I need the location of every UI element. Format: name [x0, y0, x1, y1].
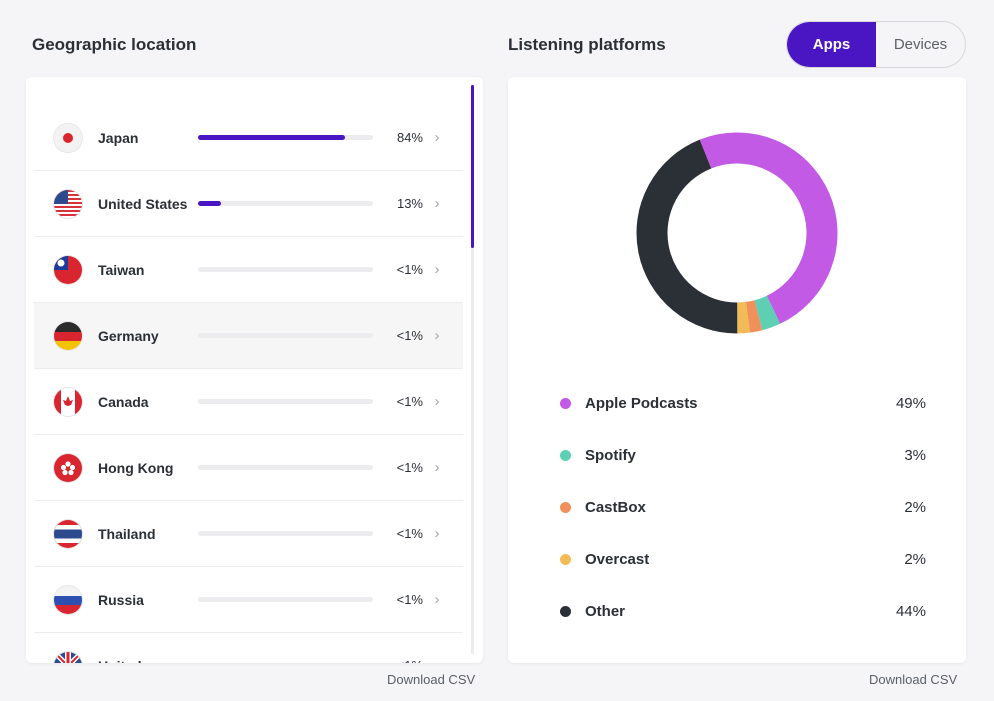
apps-tab[interactable]: Apps	[787, 22, 876, 67]
country-share-bar	[198, 531, 373, 536]
legend-item: Other 44%	[560, 585, 926, 637]
geo-download-csv-link[interactable]: Download CSV	[387, 672, 476, 687]
us-flag-icon	[54, 189, 82, 218]
country-share-bar	[198, 465, 373, 470]
country-row-thailand[interactable]: Thailand <1% ›	[34, 501, 463, 567]
apps-devices-toggle: Apps Devices	[786, 21, 966, 68]
country-percent: 84%	[396, 130, 423, 145]
russia-flag-icon	[54, 585, 82, 614]
platforms-download-csv-link[interactable]: Download CSV	[869, 672, 958, 687]
country-percent: <1%	[396, 262, 423, 277]
legend-value: 2%	[904, 550, 926, 568]
legend-item: Apple Podcasts 49%	[560, 377, 926, 429]
country-percent: <1%	[396, 394, 423, 409]
taiwan-flag-icon	[54, 255, 82, 284]
donut-slice-castbox[interactable]	[745, 300, 763, 333]
donut-slice-other[interactable]	[636, 139, 738, 334]
country-list: Japan 84% › United States 13% › Taiwan <1% › Germ…	[34, 105, 463, 663]
legend-label: Apple Podcasts	[585, 394, 698, 412]
country-share-bar	[198, 399, 373, 404]
country-name: Thailand	[98, 525, 156, 542]
country-share-bar-fill	[198, 135, 345, 140]
country-share-bar	[198, 267, 373, 272]
scrollbar-thumb[interactable]	[471, 85, 474, 248]
country-share-bar	[198, 597, 373, 602]
legend-label: CastBox	[585, 498, 646, 516]
scrollbar-track[interactable]	[471, 84, 474, 654]
legend-label: Overcast	[585, 550, 650, 568]
legend-item: CastBox 2%	[560, 481, 926, 533]
canada-flag-icon	[54, 387, 82, 416]
legend-value: 44%	[895, 602, 926, 620]
chevron-right-icon: ›	[434, 393, 440, 410]
uk-flag-icon	[54, 651, 82, 663]
legend-value: 2%	[904, 498, 926, 516]
country-name: Japan	[98, 129, 139, 146]
country-share-bar-fill	[198, 201, 221, 206]
japan-flag-icon	[54, 123, 82, 152]
country-row-us[interactable]: United States 13% ›	[34, 171, 463, 237]
country-percent: <1%	[396, 460, 423, 475]
country-name: Hong Kong	[98, 459, 174, 476]
chevron-right-icon: ›	[434, 261, 440, 278]
country-percent: <1%	[396, 328, 423, 343]
legend-value: 49%	[895, 394, 926, 412]
germany-flag-icon	[54, 321, 82, 350]
thailand-flag-icon	[54, 519, 82, 548]
country-percent: 13%	[396, 196, 423, 211]
chevron-right-icon: ›	[434, 327, 440, 344]
country-name: Russia	[98, 591, 144, 608]
legend-item: Spotify 3%	[560, 429, 926, 481]
country-share-bar	[198, 201, 373, 206]
country-share-bar	[198, 333, 373, 338]
country-row-taiwan[interactable]: Taiwan <1% ›	[34, 237, 463, 303]
country-name: United	[98, 657, 198, 664]
geographic-location-title: Geographic location	[32, 35, 197, 54]
country-row-hongkong[interactable]: Hong Kong <1% ›	[34, 435, 463, 501]
legend-dot-icon	[560, 605, 571, 617]
country-row-russia[interactable]: Russia <1% ›	[34, 567, 463, 633]
geographic-location-card: Japan 84% › United States 13% › Taiwan <1% › Germ…	[26, 77, 483, 663]
country-name: Taiwan	[98, 261, 145, 278]
country-percent: <1%	[373, 658, 423, 663]
country-share-bar	[198, 135, 373, 140]
legend-dot-icon	[560, 449, 571, 461]
country-row-japan[interactable]: Japan 84% ›	[34, 105, 463, 171]
country-percent: <1%	[396, 526, 423, 541]
legend-value: 3%	[904, 446, 926, 464]
platforms-donut-chart	[636, 132, 838, 334]
country-percent: <1%	[396, 592, 423, 607]
country-row-canada[interactable]: Canada <1% ›	[34, 369, 463, 435]
country-name: Germany	[98, 327, 159, 344]
donut-slice-overcast[interactable]	[736, 301, 750, 334]
chevron-right-icon: ›	[434, 525, 440, 542]
legend-item: Overcast 2%	[560, 533, 926, 585]
donut-slice-spotify[interactable]	[754, 295, 781, 331]
legend-dot-icon	[560, 397, 571, 409]
country-name: Canada	[98, 393, 149, 410]
country-row-uk[interactable]: United <1%›	[34, 633, 463, 663]
legend-dot-icon	[560, 553, 571, 565]
chevron-right-icon: ›	[434, 591, 440, 608]
devices-tab[interactable]: Devices	[893, 36, 948, 53]
chevron-right-icon: ›	[434, 195, 440, 212]
legend-dot-icon	[560, 501, 571, 513]
platforms-legend: Apple Podcasts 49% Spotify 3% CastBox 2% Overc…	[560, 377, 926, 637]
donut-slice-apple-podcasts[interactable]	[699, 132, 838, 324]
hongkong-flag-icon	[54, 453, 82, 482]
legend-label: Spotify	[585, 446, 636, 464]
listening-platforms-title: Listening platforms	[508, 35, 666, 54]
chevron-right-icon: ›	[425, 657, 449, 663]
country-name: United States	[98, 195, 188, 212]
chevron-right-icon: ›	[434, 129, 440, 146]
listening-platforms-card: Apple Podcasts 49% Spotify 3% CastBox 2% Overc…	[508, 77, 966, 663]
legend-label: Other	[585, 602, 626, 620]
chevron-right-icon: ›	[434, 459, 440, 476]
country-row-germany[interactable]: Germany <1% ›	[34, 303, 463, 369]
